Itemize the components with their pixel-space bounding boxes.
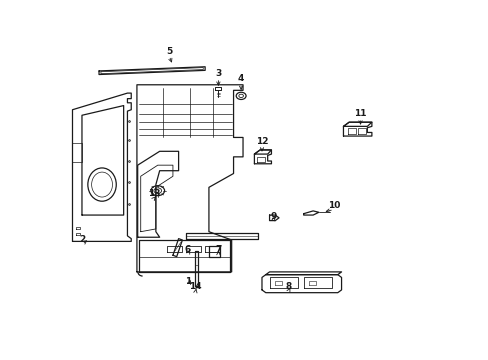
Text: 11: 11 <box>353 109 366 118</box>
Text: 5: 5 <box>165 47 172 56</box>
Text: 9: 9 <box>269 212 276 221</box>
Text: 12: 12 <box>255 137 268 146</box>
Text: 8: 8 <box>285 282 291 291</box>
Text: 4: 4 <box>238 75 244 84</box>
Text: 14: 14 <box>189 282 202 291</box>
Text: 13: 13 <box>147 189 160 198</box>
Text: 1: 1 <box>184 277 191 286</box>
Text: 3: 3 <box>215 69 221 78</box>
Text: 2: 2 <box>79 235 85 244</box>
Text: 7: 7 <box>215 245 221 254</box>
Text: 10: 10 <box>327 201 340 210</box>
Text: 6: 6 <box>184 245 191 254</box>
